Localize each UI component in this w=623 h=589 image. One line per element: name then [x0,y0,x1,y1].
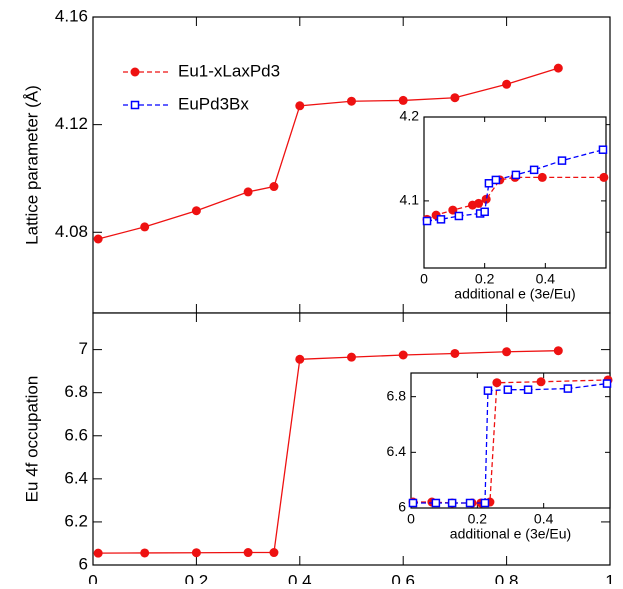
y-tick-label: 6.6 [64,425,88,444]
marker [492,378,502,388]
marker [269,182,279,192]
marker [408,498,418,508]
data-line [412,382,608,504]
marker [529,165,539,175]
x-tick-label: 0.4 [534,511,554,527]
x-tick-label: 0 [407,511,415,527]
marker [422,216,432,226]
y-tick-label: 6.8 [64,382,88,401]
x-tick-label: 0.4 [288,571,312,584]
marker [295,354,305,364]
y-tick-label: 4.1 [400,192,420,208]
marker [598,145,608,154]
marker [563,384,573,393]
marker [602,379,612,388]
marker [347,96,356,106]
marker [140,222,150,232]
y-axis-label: Eu 4f occupation [22,376,41,503]
marker [243,548,253,558]
y-tick-label: 4.16 [55,6,88,25]
legend-label: EuPd3Bx [178,94,249,113]
marker [553,346,563,356]
marker [481,194,491,204]
marker [93,234,103,244]
x-tick-label: 0 [420,271,428,287]
marker [431,498,441,508]
marker [536,377,546,387]
x-tick-label: 0.6 [391,571,415,584]
marker [93,548,103,558]
inset-frame [423,116,607,269]
marker [450,348,460,358]
x-tick-label: 1 [605,571,614,584]
marker [502,79,512,89]
marker [347,352,356,362]
marker [480,207,489,217]
series [93,346,563,558]
marker [537,172,547,182]
y-axis-label: Lattice parameter (Å) [22,85,41,245]
x-axis-label: additional e (3e/Eu) [450,526,571,542]
y-tick-label: 6.2 [64,511,88,530]
x-tick-label: 0.2 [468,511,488,527]
marker [599,172,609,182]
legend-label: Eu1-xLaxPd3 [178,61,280,80]
marker [465,498,475,508]
marker [191,548,201,558]
marker [398,350,408,360]
y-tick-label: 6.4 [387,443,407,459]
marker [483,386,493,395]
x-tick-label: 0.4 [536,271,556,287]
marker [553,63,563,73]
marker [243,187,253,197]
x-tick-label: 0 [88,571,97,584]
marker [523,385,533,394]
y-tick-label: 6 [398,499,406,515]
series [422,145,608,226]
inset-frame [410,372,611,509]
y-tick-label: 6.4 [64,468,88,487]
marker [450,93,460,103]
y-tick-label: 4.2 [400,108,420,124]
marker [503,385,513,394]
data-line [426,149,604,222]
legend-marker [130,67,140,77]
y-tick-label: 7 [79,339,88,358]
marker [491,175,501,185]
marker [557,156,567,165]
x-tick-label: 0.2 [475,271,495,287]
x-axis-label: additional e (3e/Eu) [454,286,575,302]
marker [474,198,484,208]
legend-marker [130,100,140,110]
marker [140,548,150,558]
marker [454,211,464,221]
marker [447,498,457,508]
marker [484,179,494,188]
marker [269,548,279,558]
x-tick-label: 0.8 [495,571,519,584]
y-tick-label: 6.8 [387,387,407,403]
marker [502,347,512,357]
series [93,63,563,244]
y-tick-label: 6 [79,554,88,573]
y-tick-label: 4.12 [55,114,88,133]
y-tick-label: 4.08 [55,222,88,241]
marker [480,498,490,508]
marker [511,170,521,180]
marker [398,95,408,105]
marker [191,206,201,216]
x-tick-label: 0.2 [185,571,209,584]
series [408,379,612,508]
marker [295,101,305,111]
marker [436,215,446,224]
